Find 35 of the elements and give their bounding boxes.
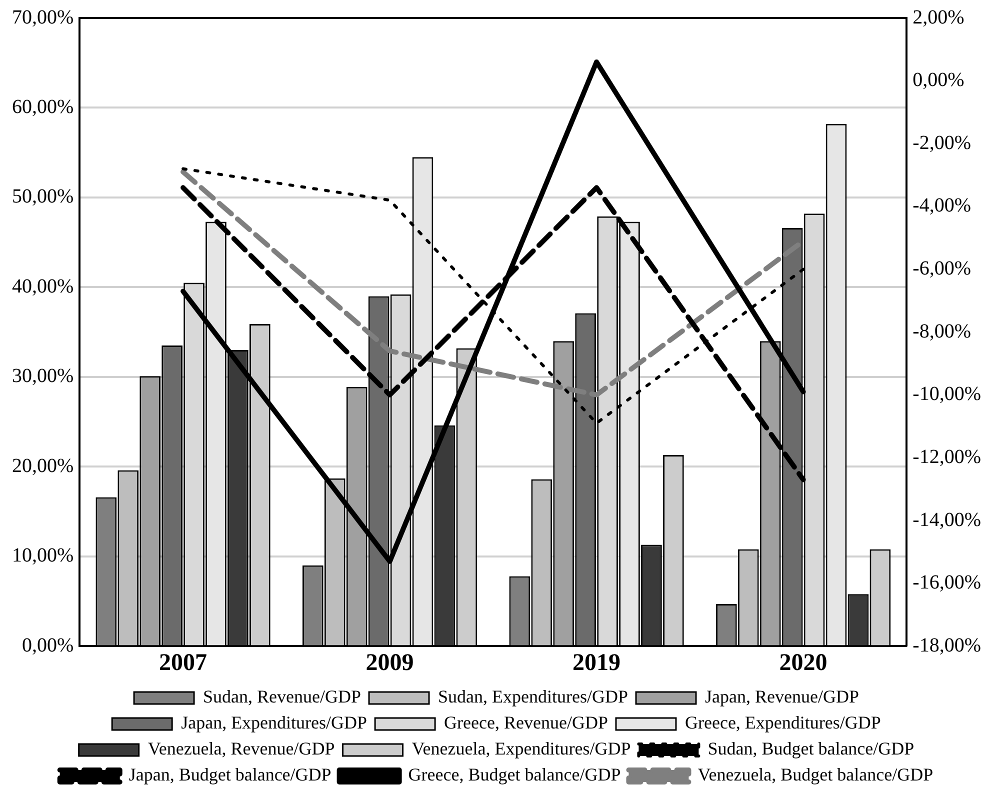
y-tick-label: 10,00% <box>12 544 74 567</box>
y2-tick-label: -6,00% <box>912 258 972 280</box>
legend-label: Japan, Budget balance/GDP <box>128 764 332 785</box>
y2-tick-label: -18,00% <box>912 634 982 656</box>
y-tick-label: 30,00% <box>12 365 74 388</box>
legend-label: Greece, Expenditures/GDP <box>684 712 881 733</box>
y-tick-label: 70,00% <box>12 6 74 28</box>
y-tick-label: 50,00% <box>12 186 74 208</box>
y-tick-label: 20,00% <box>12 454 74 477</box>
legend-label: Greece, Budget balance/GDP <box>408 764 621 785</box>
y2-tick-label: 2,00% <box>912 6 964 28</box>
legend-label: Sudan, Expenditures/GDP <box>438 686 628 707</box>
y-tick-label: 60,00% <box>12 96 74 118</box>
y-tick-label: 0,00% <box>22 634 74 656</box>
x-tick-label: 2019 <box>572 650 621 676</box>
y2-tick-label: -14,00% <box>912 508 982 531</box>
y-tick-label: 40,00% <box>12 275 74 298</box>
y2-tick-label: -16,00% <box>912 572 982 594</box>
legend-label: Venezuela, Budget balance/GDP <box>698 764 934 785</box>
legend-label: Greece, Revenue/GDP <box>444 712 608 733</box>
legend-label: Venezuela, Expenditures/GDP <box>412 738 631 759</box>
x-tick-label: 2009 <box>366 650 414 676</box>
y2-tick-label: -4,00% <box>912 194 972 217</box>
legend-label: Venezuela, Revenue/GDP <box>148 738 335 759</box>
y2-tick-label: -2,00% <box>912 132 972 154</box>
legend-label: Japan, Expenditures/GDP <box>181 712 368 733</box>
x-tick-label: 2020 <box>779 650 828 676</box>
legend-label: Sudan, Revenue/GDP <box>203 686 362 707</box>
y2-tick-label: -8,00% <box>912 320 972 342</box>
legend-label: Japan, Revenue/GDP <box>705 686 859 707</box>
y2-tick-label: 0,00% <box>912 69 964 92</box>
y2-tick-label: -12,00% <box>912 446 982 468</box>
y2-tick-label: -10,00% <box>912 383 982 406</box>
x-tick-label: 2007 <box>159 650 208 676</box>
legend-label: Sudan, Budget balance/GDP <box>708 738 914 759</box>
